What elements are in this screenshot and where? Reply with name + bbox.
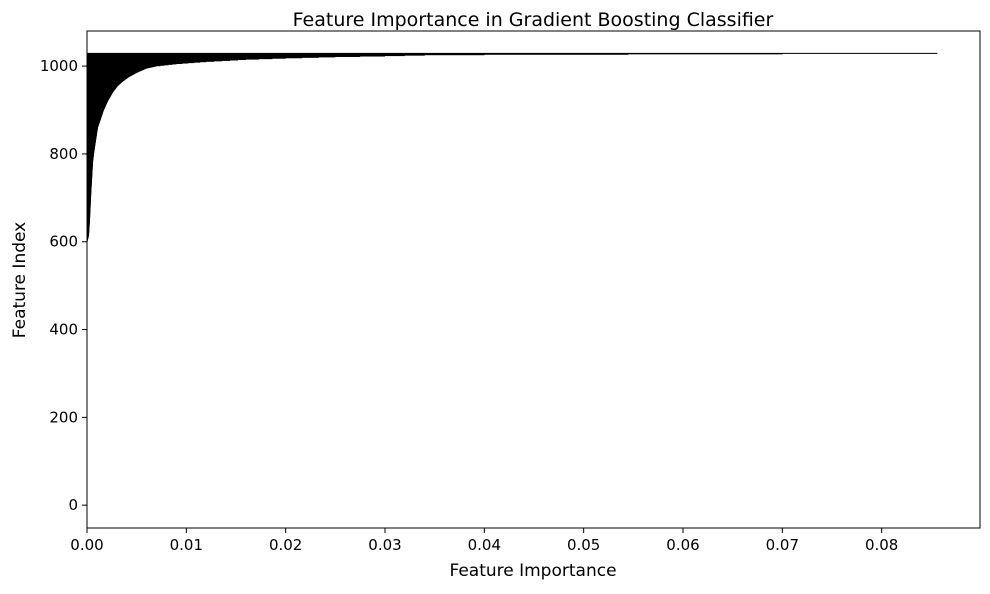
y-tick-label: 0 xyxy=(68,496,78,514)
y-tick-label: 600 xyxy=(49,233,78,251)
bar-series xyxy=(87,52,938,242)
y-tick-label: 1000 xyxy=(40,57,78,75)
y-axis-label: Feature Index xyxy=(10,222,30,338)
x-tick-label: 0.04 xyxy=(468,536,501,554)
x-tick-label: 0.06 xyxy=(666,536,699,554)
bar xyxy=(87,52,938,54)
x-axis-label: Feature Importance xyxy=(449,561,616,581)
y-tick-label: 400 xyxy=(49,321,78,339)
y-tick-label: 800 xyxy=(49,145,78,163)
chart-title: Feature Importance in Gradient Boosting … xyxy=(293,9,774,31)
plot-frame xyxy=(86,30,981,529)
y-tick-label: 200 xyxy=(49,408,78,426)
x-tick-label: 0.05 xyxy=(567,536,600,554)
x-axis-ticks: 0.00 0.01 0.02 0.03 0.04 0.05 0.06 0.07 0.08 xyxy=(70,528,898,554)
y-axis-ticks: 0 200 400 600 800 1000 xyxy=(40,57,87,514)
x-tick-label: 0.08 xyxy=(865,536,898,554)
x-tick-label: 0.02 xyxy=(269,536,302,554)
x-tick-label: 0.07 xyxy=(766,536,799,554)
x-tick-label: 0.03 xyxy=(368,536,401,554)
x-tick-label: 0.01 xyxy=(170,536,203,554)
x-tick-label: 0.00 xyxy=(70,536,103,554)
